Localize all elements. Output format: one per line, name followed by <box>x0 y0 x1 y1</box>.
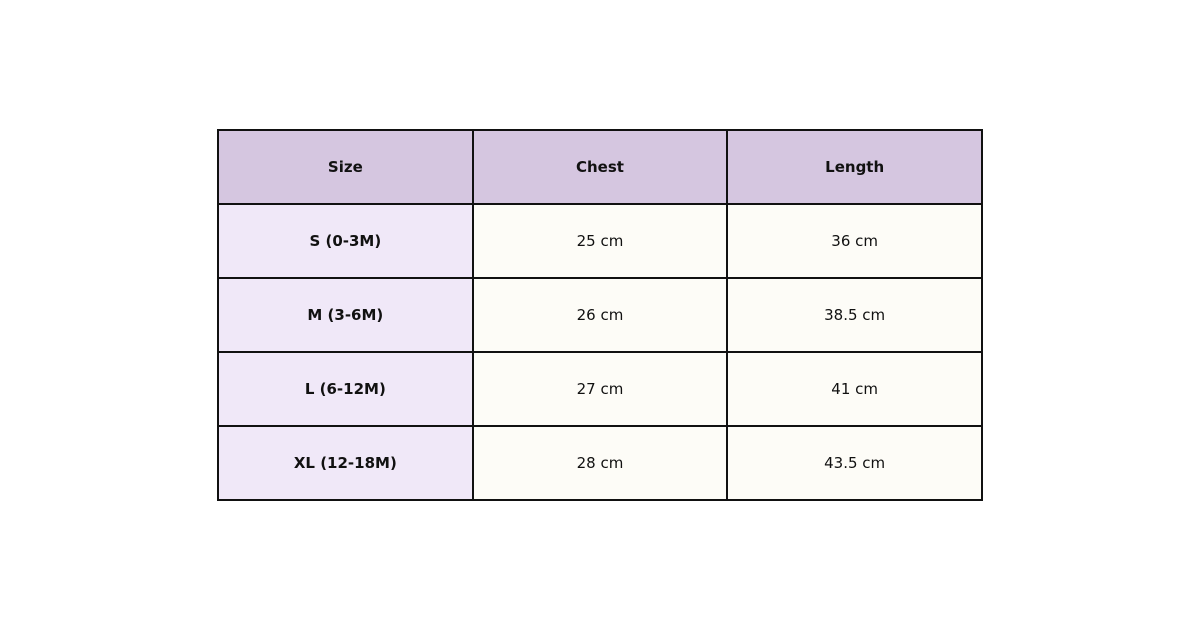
chest-cell: 26 cm <box>471 277 729 353</box>
length-cell: 38.5 cm <box>726 277 983 353</box>
chest-cell: 28 cm <box>471 425 729 501</box>
size-cell: M (3-6M) <box>217 277 474 353</box>
table-row: L (6-12M) 27 cm 41 cm <box>217 351 983 427</box>
table-row: XL (12-18M) 28 cm 43.5 cm <box>217 425 983 501</box>
header-chest: Chest <box>471 129 729 205</box>
table-row: M (3-6M) 26 cm 38.5 cm <box>217 277 983 353</box>
header-size: Size <box>217 129 474 205</box>
header-length: Length <box>726 129 983 205</box>
chest-cell: 27 cm <box>471 351 729 427</box>
length-cell: 41 cm <box>726 351 983 427</box>
header-row: Size Chest Length <box>217 129 983 205</box>
length-cell: 43.5 cm <box>726 425 983 501</box>
size-chart-table: Size Chest Length S (0-3M) 25 cm 36 cm M… <box>217 129 983 501</box>
size-cell: S (0-3M) <box>217 203 474 279</box>
length-cell: 36 cm <box>726 203 983 279</box>
size-cell: XL (12-18M) <box>217 425 474 501</box>
chest-cell: 25 cm <box>471 203 729 279</box>
table-row: S (0-3M) 25 cm 36 cm <box>217 203 983 279</box>
size-cell: L (6-12M) <box>217 351 474 427</box>
